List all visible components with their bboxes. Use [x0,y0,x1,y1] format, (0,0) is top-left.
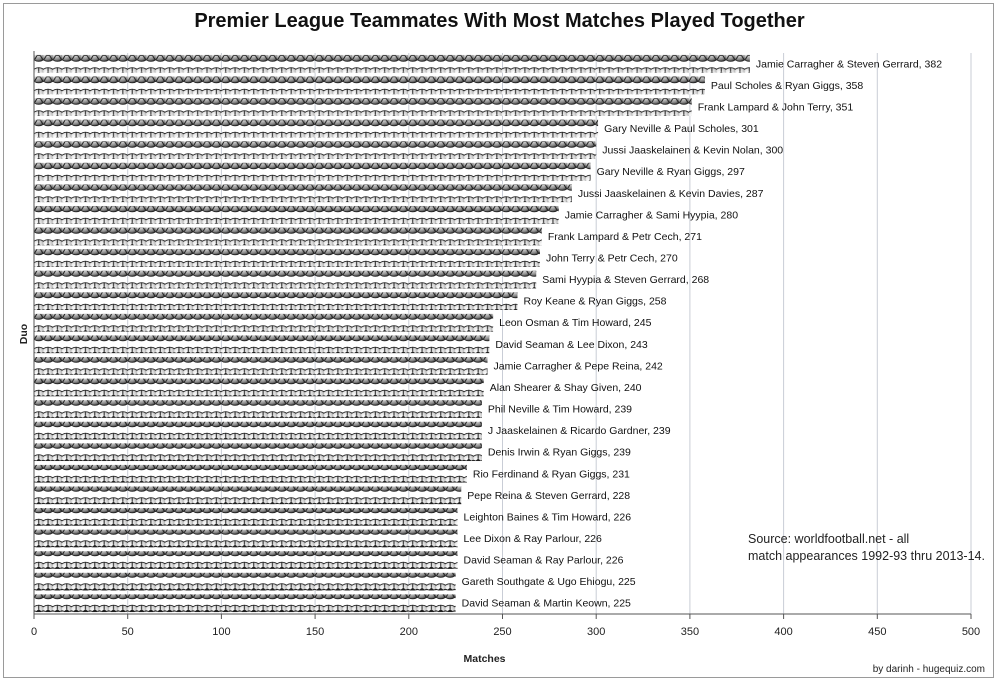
bar-13 [34,335,490,354]
x-tick-label-450: 450 [868,626,886,638]
bar-labels: Jamie Carragher & Steven Gerrard, 382 Pau… [462,58,943,609]
bar-2 [34,98,692,116]
bar-21 [34,508,458,526]
bar-label-1: Paul Scholes & Ryan Giggs, 358 [711,80,863,92]
bar-label-12: Leon Osman & Tim Howard, 245 [499,317,651,329]
bar-label-16: Phil Neville & Tim Howard, 239 [488,404,632,416]
bar-17 [34,421,482,440]
bar-label-9: John Terry & Petr Cech, 270 [546,252,678,264]
bar-label-5: Gary Neville & Ryan Giggs, 297 [597,166,745,178]
x-tick-label-0: 0 [31,626,37,638]
credit-text: by darinh - hugequiz.com [872,664,985,675]
bar-label-2: Frank Lampard & John Terry, 351 [698,101,854,113]
bar-label-13: David Seaman & Lee Dixon, 243 [495,339,648,351]
bar-label-23: David Seaman & Ray Parlour, 226 [464,555,624,567]
bar-8 [34,227,542,246]
x-tick-label-200: 200 [400,626,418,638]
x-tick-label-500: 500 [962,626,980,638]
bar-15 [34,378,484,397]
bar-18 [34,443,482,462]
bars [34,54,750,613]
bar-label-14: Jamie Carragher & Pepe Reina, 242 [494,360,663,372]
bar-label-7: Jamie Carragher & Sami Hyypia, 280 [565,209,738,221]
x-axis-label: Matches [463,653,505,665]
y-axis-label: Duo [18,324,30,344]
bar-19 [34,464,467,483]
bar-20 [34,486,462,505]
bar-label-3: Gary Neville & Paul Scholes, 301 [604,123,759,135]
bar-12 [34,313,494,332]
bar-label-10: Sami Hyypia & Steven Gerrard, 268 [542,274,709,286]
x-tick-label-400: 400 [774,626,792,638]
bar-24 [34,572,456,591]
x-tick-label-100: 100 [212,626,230,638]
bar-label-6: Jussi Jaaskelainen & Kevin Davies, 287 [578,188,764,200]
bar-25 [34,594,456,613]
bar-6 [34,184,572,203]
bar-0 [34,54,750,73]
x-tick-label-150: 150 [306,626,324,638]
source-annotation: Source: worldfootball.net - all match ap… [748,532,985,563]
bar-label-21: Leighton Baines & Tim Howard, 226 [464,511,632,523]
bar-5 [34,162,591,181]
bar-11 [34,292,518,310]
bar-label-11: Roy Keane & Ryan Giggs, 258 [523,296,666,308]
x-tick-label-50: 50 [122,626,134,638]
bar-9 [34,249,540,267]
bar-label-25: David Seaman & Martin Keown, 225 [462,598,631,610]
bar-label-0: Jamie Carragher & Steven Gerrard, 382 [756,58,942,70]
axes: 0 50 100 150 200 250 300 350 400 450 500 Matches Duo [18,51,980,665]
bar-label-8: Frank Lampard & Petr Cech, 271 [548,231,702,243]
bar-1 [34,76,705,95]
bar-10 [34,270,537,289]
bar-label-20: Pepe Reina & Steven Gerrard, 228 [467,490,630,502]
x-tick-label-300: 300 [587,626,605,638]
x-tick-label-350: 350 [681,626,699,638]
bar-22 [34,529,458,548]
bar-label-15: Alan Shearer & Shay Given, 240 [490,382,642,394]
bar-label-24: Gareth Southgate & Ugo Ehiogu, 225 [462,576,636,588]
bar-label-17: J Jaaskelainen & Ricardo Gardner, 239 [488,425,671,437]
bar-3 [34,119,599,138]
chart-title: Premier League Teammates With Most Match… [194,10,805,32]
x-tick-label-250: 250 [493,626,511,638]
bar-label-4: Jussi Jaaskelainen & Kevin Nolan, 300 [602,145,783,157]
bar-23 [34,551,458,569]
bar-14 [34,357,488,375]
bar-16 [34,400,482,418]
bar-4 [34,141,597,159]
bar-label-18: Denis Irwin & Ryan Giggs, 239 [488,447,631,459]
bar-7 [34,205,559,224]
bar-label-19: Rio Ferdinand & Ryan Giggs, 231 [473,468,630,480]
bar-label-22: Lee Dixon & Ray Parlour, 226 [464,533,602,545]
